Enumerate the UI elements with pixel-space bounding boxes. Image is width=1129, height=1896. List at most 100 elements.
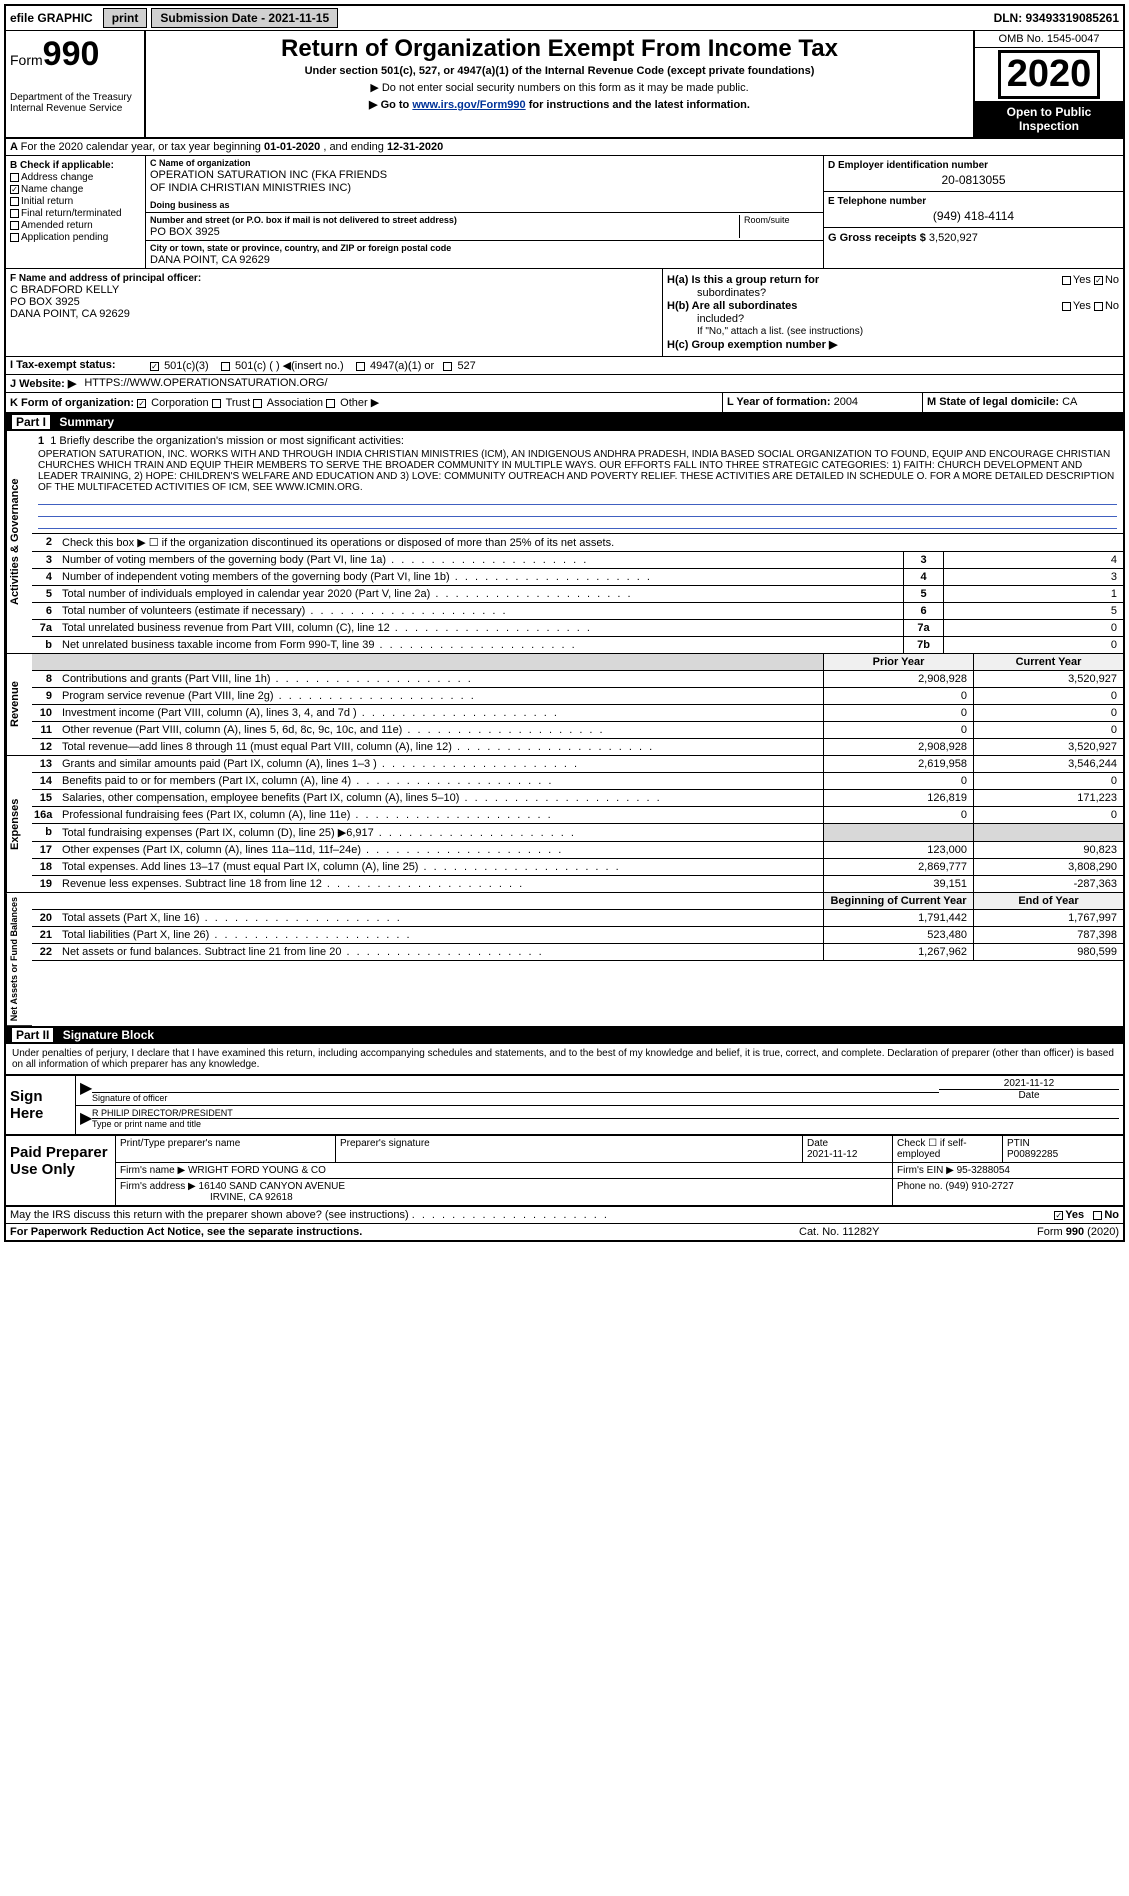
exp-block: Expenses 13 Grants and similar amounts p… xyxy=(6,756,1123,893)
m-cell: M State of legal domicile: CA xyxy=(923,393,1123,412)
part2-header: Part II Signature Block xyxy=(6,1026,1123,1044)
b-checkbox[interactable] xyxy=(10,209,19,218)
k-checkbox[interactable] xyxy=(137,399,146,408)
row-text: Investment income (Part VIII, column (A)… xyxy=(58,705,823,721)
b-check-label: Name change xyxy=(21,184,83,195)
prep-sig-label: Preparer's signature xyxy=(336,1136,803,1162)
part2-pt: Part II xyxy=(12,1028,53,1042)
i-501c-check[interactable] xyxy=(221,362,230,371)
k-opt-label: Corporation xyxy=(151,397,208,409)
omb-label: OMB No. 1545-0047 xyxy=(975,31,1123,48)
net-header: Beginning of Current Year End of Year xyxy=(32,893,1123,910)
prep-row1: Print/Type preparer's name Preparer's si… xyxy=(116,1136,1123,1163)
exp-content: 13 Grants and similar amounts paid (Part… xyxy=(32,756,1123,893)
i-527-check[interactable] xyxy=(443,362,452,371)
fin-row: 11 Other revenue (Part VIII, column (A),… xyxy=(32,722,1123,739)
b-check-item: Final return/terminated xyxy=(10,208,141,219)
col-begin: Beginning of Current Year xyxy=(823,893,973,909)
rev-header-spacer xyxy=(32,654,823,670)
note2-post: for instructions and the latest informat… xyxy=(526,99,750,111)
note2-pre: ▶ Go to xyxy=(369,99,412,111)
row-text: Total assets (Part X, line 16) xyxy=(58,910,823,926)
d-label: D Employer identification number xyxy=(828,160,1119,171)
row-box: 7b xyxy=(903,637,943,653)
phone-label: Phone no. xyxy=(897,1181,943,1192)
submission-date-button[interactable]: Submission Date - 2021-11-15 xyxy=(151,8,338,28)
row-prior xyxy=(823,824,973,841)
firm-phone-cell: Phone no. (949) 910-2727 xyxy=(893,1179,1123,1205)
gross-receipts: 3,520,927 xyxy=(929,232,978,244)
row-text: Total number of individuals employed in … xyxy=(58,586,903,602)
row-box: 3 xyxy=(903,552,943,568)
c-name-label: C Name of organization xyxy=(150,158,819,168)
hb-yes-check[interactable] xyxy=(1062,302,1071,311)
ha-line: H(a) Is this a group return for Yes No xyxy=(667,274,1119,286)
fin-row: 19 Revenue less expenses. Subtract line … xyxy=(32,876,1123,893)
row-prior: 123,000 xyxy=(823,842,973,858)
row-i: I Tax-exempt status: 501(c)(3) 501(c) ( … xyxy=(6,357,1123,375)
sig-officer-cell: Signature of officer xyxy=(92,1078,939,1103)
j-label: J Website: ▶ xyxy=(6,375,80,392)
instructions-link[interactable]: www.irs.gov/Form990 xyxy=(412,99,525,111)
b-checkbox[interactable] xyxy=(10,221,19,230)
b-check-item: Initial return xyxy=(10,196,141,207)
tab-revenue: Revenue xyxy=(6,654,32,756)
col-current: Current Year xyxy=(973,654,1123,670)
k-checkbox[interactable] xyxy=(326,399,335,408)
row-text: Program service revenue (Part VIII, line… xyxy=(58,688,823,704)
row-text: Total revenue—add lines 8 through 11 (mu… xyxy=(58,739,823,755)
row-current xyxy=(973,824,1123,841)
prep-check-label: Check ☐ if self-employed xyxy=(893,1136,1003,1162)
fin-row: 16a Professional fundraising fees (Part … xyxy=(32,807,1123,824)
col-end: End of Year xyxy=(973,893,1123,909)
row-num: 18 xyxy=(32,859,58,875)
m-value: CA xyxy=(1062,396,1077,408)
line2-text: Check this box ▶ ☐ if the organization d… xyxy=(58,534,1123,551)
hb-no-check[interactable] xyxy=(1094,302,1103,311)
firm-name: WRIGHT FORD YOUNG & CO xyxy=(188,1165,326,1176)
sig-date-val: 2021-11-12 xyxy=(939,1078,1119,1089)
row-current: 0 xyxy=(973,773,1123,789)
tab-activities: Activities & Governance xyxy=(6,431,32,654)
blue-line xyxy=(38,517,1117,529)
hb-yes: Yes xyxy=(1073,300,1091,312)
i-o1: 501(c)(3) xyxy=(164,360,209,372)
print-button[interactable]: print xyxy=(103,8,148,28)
dln-label: DLN: 93493319085261 xyxy=(994,11,1119,25)
k-checkbox[interactable] xyxy=(212,399,221,408)
b-checkbox[interactable] xyxy=(10,197,19,206)
row-text: Benefits paid to or for members (Part IX… xyxy=(58,773,823,789)
b-check-item: Address change xyxy=(10,172,141,183)
k-checkbox[interactable] xyxy=(253,399,262,408)
row-prior: 2,908,928 xyxy=(823,739,973,755)
row-current: -287,363 xyxy=(973,876,1123,892)
l-value: 2004 xyxy=(834,396,858,408)
b-checkbox[interactable] xyxy=(10,185,19,194)
efile-prefix: efile xyxy=(10,11,34,25)
sig-name-cell: R PHILIP DIRECTOR/PRESIDENT Type or prin… xyxy=(92,1108,1119,1129)
part1-txt: Summary xyxy=(59,415,114,429)
row-text: Total unrelated business revenue from Pa… xyxy=(58,620,903,636)
row-num: 8 xyxy=(32,671,58,687)
ha-no-check[interactable] xyxy=(1094,276,1103,285)
col-f: F Name and address of principal officer:… xyxy=(6,269,663,356)
row-text: Other revenue (Part VIII, column (A), li… xyxy=(58,722,823,738)
i-4947-check[interactable] xyxy=(356,362,365,371)
rev-header: Prior Year Current Year xyxy=(32,654,1123,671)
discuss-no-check[interactable] xyxy=(1093,1211,1102,1220)
l-cell: L Year of formation: 2004 xyxy=(723,393,923,412)
discuss-yes-check[interactable] xyxy=(1054,1211,1063,1220)
i-501c3-check[interactable] xyxy=(150,362,159,371)
section-a: A For the 2020 calendar year, or tax yea… xyxy=(6,139,1123,156)
form-note2: ▶ Go to www.irs.gov/Form990 for instruct… xyxy=(150,98,969,111)
b-checkbox[interactable] xyxy=(10,233,19,242)
row-num: 11 xyxy=(32,722,58,738)
ha-yes-check[interactable] xyxy=(1062,276,1071,285)
ha-label2: subordinates? xyxy=(667,287,1119,299)
fin-row: 8 Contributions and grants (Part VIII, l… xyxy=(32,671,1123,688)
fin-row: 13 Grants and similar amounts paid (Part… xyxy=(32,756,1123,773)
b-check-label: Amended return xyxy=(21,220,93,231)
row-current: 90,823 xyxy=(973,842,1123,858)
b-checkbox[interactable] xyxy=(10,173,19,182)
col-h: H(a) Is this a group return for Yes No s… xyxy=(663,269,1123,356)
